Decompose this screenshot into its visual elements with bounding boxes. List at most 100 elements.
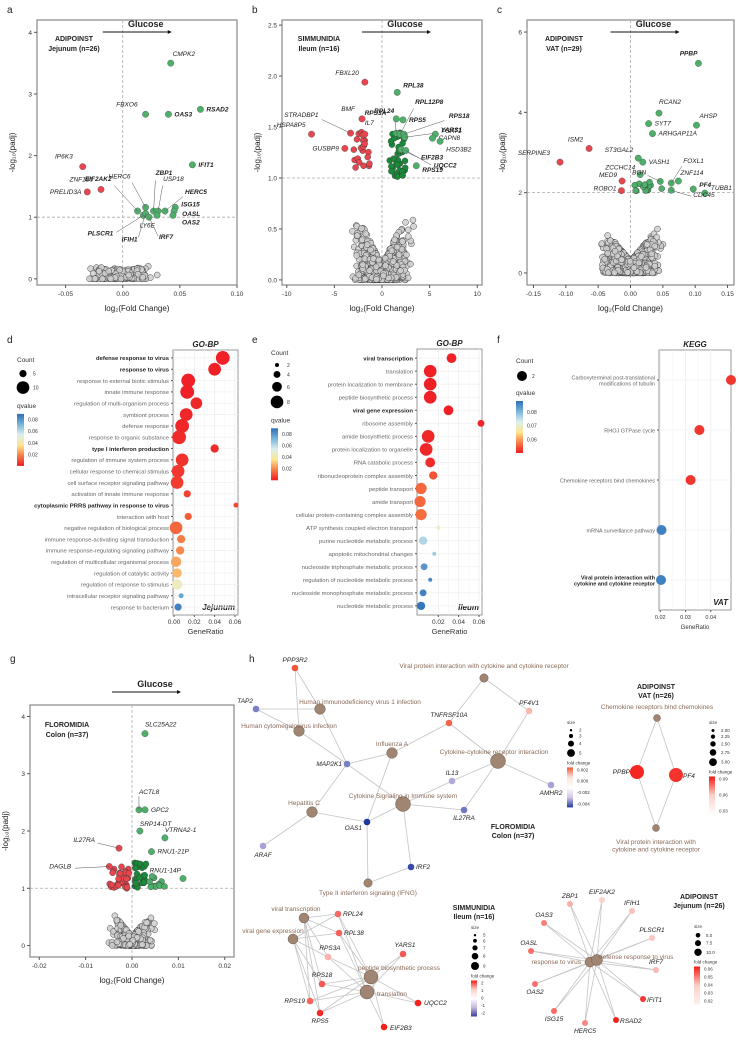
ns-gene-point <box>410 223 417 230</box>
ns-gene-point <box>382 262 389 269</box>
ns-gene-point <box>139 273 146 281</box>
gene-label: PLSCR1 <box>88 230 114 237</box>
gene-node-label: PF4V1 <box>519 700 539 707</box>
ns-gene-point <box>403 251 410 259</box>
term-dot <box>656 575 667 585</box>
x-tick-label: -5 <box>331 291 337 298</box>
term-label: viral transcription <box>363 356 413 362</box>
size-legend-label: 8 <box>287 400 290 406</box>
label-leader-line <box>405 150 432 166</box>
term-label: response to virus <box>120 368 170 374</box>
gene-node <box>291 664 299 672</box>
label-line: Carboxyterminal post-translational <box>572 375 655 381</box>
term-label: response to bacterium <box>111 605 169 611</box>
gene-node <box>445 719 453 727</box>
up-gene-point <box>388 168 395 175</box>
network-colon: Viral protein interaction with cytokine … <box>237 657 591 897</box>
size-legend-dot <box>471 952 479 960</box>
color-legend-label: -2 <box>481 1011 485 1016</box>
gene-point-gusbp9 <box>341 145 349 152</box>
gene-point-rpl38 <box>393 88 401 96</box>
label-leader-line <box>164 196 184 212</box>
gene-node <box>448 777 456 785</box>
down-gene-point <box>118 863 125 871</box>
gene-label: IFIH1 <box>122 237 138 244</box>
pathway-node <box>298 912 310 924</box>
panel-label-h: h <box>249 654 255 665</box>
gene-node <box>335 929 343 937</box>
corner-label: VAT <box>713 598 729 607</box>
ns-gene-point <box>91 275 99 282</box>
gene-node <box>525 707 533 715</box>
gene-point-gpc2 <box>141 806 149 814</box>
pathway-label: response to virus <box>532 959 582 966</box>
term-dot <box>415 482 427 495</box>
gene-label: SYT7 <box>655 121 672 128</box>
arrow-head-icon <box>427 30 431 34</box>
glucose-label: Glucose <box>387 19 423 29</box>
term-dot <box>171 464 185 478</box>
gene-node <box>599 897 605 903</box>
group-label: ADIPOINST <box>55 36 94 43</box>
x-tick-label: 0.05 <box>657 291 670 298</box>
term-label: cell surface receptor signaling pathway <box>67 481 169 487</box>
gene-node <box>324 953 332 961</box>
size-legend-dot <box>709 758 717 766</box>
size-legend-dot <box>471 962 479 970</box>
gene-node-label: RPL38 <box>344 930 364 937</box>
color-legend-label: 0.02 <box>704 999 713 1004</box>
x-tick-label: 0.03 <box>680 615 691 621</box>
ns-gene-point <box>642 264 650 271</box>
ns-gene-point <box>393 243 401 251</box>
pathway-node <box>386 747 398 759</box>
pathway-label: Type II interferon signaling (IFNG) <box>319 890 417 897</box>
x-axis-label: log₂(Fold Change) <box>105 304 170 313</box>
ns-gene-point <box>372 263 380 271</box>
y-axis-label: -log₁₀(padj) <box>1 811 10 851</box>
panel-label-d: d <box>7 335 13 346</box>
gene-label: MED9 <box>599 172 617 179</box>
ns-gene-point <box>370 255 377 262</box>
gene-label: ZNF185 <box>69 176 94 183</box>
y-tick-label: 3 <box>28 91 32 98</box>
volcano-panel-g: -0.02 -0.01 0.00 0.01 0.02 0 1 2 3 4 log₂(Fold Cha… <box>1 679 235 985</box>
network-edge <box>262 811 313 847</box>
network-edge <box>636 717 658 773</box>
gene-node-label: TNFRSF10A <box>430 712 467 719</box>
up-gene-point <box>140 879 148 886</box>
gene-point-vash1 <box>639 158 647 166</box>
gene-point-robo1 <box>618 187 625 195</box>
corner-label: Ileum <box>458 603 479 612</box>
gene-label: PF4 <box>699 182 711 189</box>
gene-label: CMPK2 <box>173 51 196 58</box>
gene-label: RNU1-14P <box>150 868 182 875</box>
color-legend-bar <box>471 980 477 1017</box>
size-legend-dot <box>568 740 574 747</box>
gene-node <box>363 818 371 826</box>
gene-node <box>380 1023 388 1031</box>
ns-gene-point <box>143 919 150 926</box>
term-label: protein localization to membrane <box>328 383 414 389</box>
label-leader-line <box>113 185 138 212</box>
down-gene-point <box>366 160 373 167</box>
x-tick-label: 0.04 <box>208 619 221 626</box>
pathway-node <box>363 969 379 985</box>
gene-node-label: PF4 <box>683 773 695 780</box>
term-dot <box>425 457 436 468</box>
term-dot <box>421 430 435 443</box>
gene-point-il7 <box>361 130 369 138</box>
gene-label: IFIT1 <box>198 162 214 169</box>
y-tick-label: 3 <box>21 771 25 778</box>
term-dot <box>428 577 433 582</box>
x-tick-label: 0.15 <box>721 291 734 298</box>
gene-node-label: IL27RA <box>453 815 475 822</box>
gene-label: VTRNA2-1 <box>165 827 197 834</box>
gene-node-label: OAS1 <box>345 825 363 832</box>
size-legend-dot <box>473 934 477 937</box>
color-legend-label: 1 <box>481 988 484 993</box>
gene-point-syt7 <box>645 120 653 127</box>
gene-node-label: OAS2 <box>526 989 544 996</box>
term-label: defense response to virus <box>96 356 170 362</box>
gene-node-label: RPS19 <box>284 998 305 1005</box>
size-legend-dot <box>695 940 701 947</box>
